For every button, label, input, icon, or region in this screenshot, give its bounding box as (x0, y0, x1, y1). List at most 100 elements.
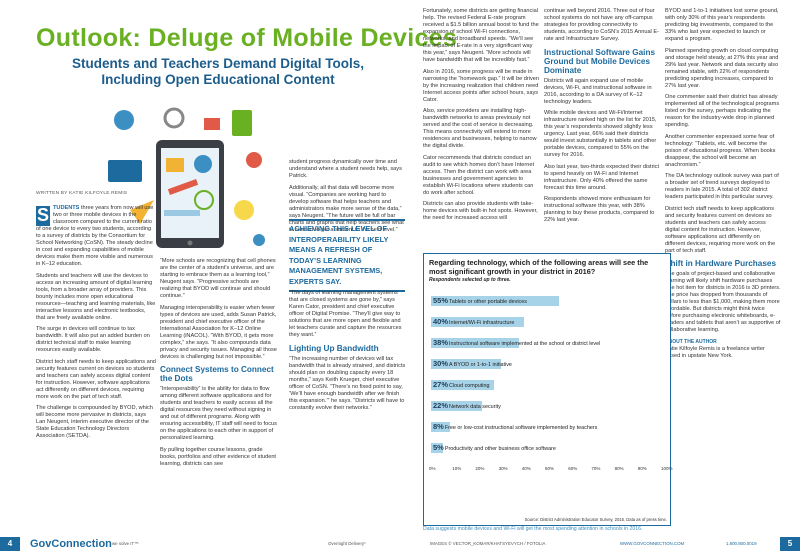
paragraph: Cator recommends that districts conduct … (423, 154, 535, 196)
about-author-heading: ABOUT THE AUTHOR (665, 338, 717, 345)
lightbulb-icon (234, 200, 254, 220)
chart-source: Source: District Administration Educator… (524, 517, 667, 522)
ruler-icon (164, 210, 200, 216)
column-3-top: student progress dynamically over time a… (289, 159, 407, 238)
paragraph: Managing interoperability is easier when… (160, 304, 277, 360)
chart-value-label: 40% (433, 317, 449, 326)
overnight-delivery: Overnight Delivery* (328, 541, 366, 546)
chart-tick-label: 60% (568, 466, 578, 471)
chart-bar-label: 8%Free or low-cost instructional softwar… (433, 422, 598, 431)
section-heading: Instructional Software Gains Ground but … (544, 47, 656, 75)
paragraph: By pulling together course lessons, grad… (160, 446, 276, 467)
byline: WRITTEN BY KATIE KILFOYLE REMIS (36, 191, 128, 196)
chart-bar-label: 30%A BYOD or 1-to-1 initiative (433, 359, 512, 368)
chart-tick-label: 30% (498, 466, 508, 471)
column-4: Fortunately, some districts are getting … (423, 8, 541, 227)
chart-value-label: 38% (433, 338, 449, 347)
chart-caption: Data suggests mobile devices and Wi-Fi w… (423, 526, 643, 532)
paragraph: BYOD and 1-to-1 initiatives lost some gr… (665, 8, 779, 42)
page-number-right: 5 (780, 537, 800, 551)
paragraph: “The increasing number of devices will t… (289, 355, 406, 411)
paragraph: Districts can also provide students with… (423, 201, 538, 221)
phone-home-button (187, 240, 193, 246)
chart-value-label: 27% (433, 380, 449, 389)
paragraph: Fortunately, some districts are getting … (423, 8, 539, 63)
paragraph: Also in 2016, some progress will be made… (423, 68, 539, 103)
paragraph: Planned spending growth on cloud computi… (665, 47, 779, 89)
paragraph-text: three years from now will use two or thr… (36, 205, 154, 267)
chart-bar (431, 401, 483, 411)
globe-icon (194, 155, 212, 173)
paragraph: S TUDENTS three years from now will use t… (36, 205, 156, 268)
chart-icon (253, 234, 265, 246)
chart-tick-label: 90% (637, 466, 647, 471)
chart-tick-label: 70% (591, 466, 601, 471)
paragraph: Another commenter expressed some fear of… (665, 133, 776, 168)
chart-bar (431, 359, 501, 369)
pull-quote: Achieving this level of interoperability… (289, 219, 405, 292)
govconnection-logo: GovConnection (30, 538, 112, 550)
paragraph: “The days of learning management systems… (289, 290, 402, 338)
column-5: continue well beyond 2016. Three out of … (544, 8, 660, 229)
image-credit: IMAGES © VECTOR_KOMAR/KHATSYEVYCH / FOTO… (430, 541, 546, 546)
phone-number: 1.800.800.0019 (726, 541, 757, 546)
paragraph: Districts will again expand use of mobil… (544, 77, 652, 105)
chart-title: Regarding technology, which of the follo… (429, 258, 649, 276)
tagline: we solve IT™ (112, 541, 139, 546)
section-heading: Connect Systems to Connect the Dots (160, 365, 274, 383)
chart-tick-label: 40% (521, 466, 531, 471)
chart-value-label: 55% (433, 296, 449, 305)
paragraph: Respondents showed more enthusiasm for i… (544, 196, 655, 223)
page-number-left: 4 (0, 537, 20, 551)
chart-bar-label: 40%Internet/Wi-Fi infrastructure (433, 317, 515, 326)
pencil-icon (167, 179, 199, 195)
paragraph: student progress dynamically over time a… (289, 159, 402, 179)
chart-tick-label: 20% (475, 466, 485, 471)
column-6: BYOD and 1-to-1 initiatives lost some gr… (665, 8, 781, 364)
chart-bar (431, 338, 520, 348)
atom-icon (194, 190, 214, 210)
column-2: “More schools are recognizing that cell … (160, 258, 280, 472)
chart-bar (431, 380, 494, 390)
paragraph: The DA technology outlook survey was par… (665, 173, 779, 200)
paragraph: continue well beyond 2016. Three out of … (544, 8, 659, 42)
chart-tick-label: 50% (545, 466, 555, 471)
chart-bar-label: 27%Cloud computing (433, 380, 490, 389)
paragraph: “More schools are recognizing that cell … (160, 258, 276, 299)
chart-tick-label: 80% (614, 466, 624, 471)
page-subtitle: Students and Teachers Demand Digital Too… (71, 56, 365, 87)
paragraph: Also last year, two-thirds expected thei… (544, 163, 660, 191)
laptop-icon (108, 160, 142, 182)
paragraph: “Interoperability” is the ability for da… (160, 386, 277, 441)
section-heading: Lighting Up Bandwidth (289, 343, 379, 353)
paragraph: District tech staff needs to keep applic… (665, 205, 776, 254)
column-1: S TUDENTS three years from now will use t… (36, 205, 156, 445)
calculator-icon (232, 110, 252, 136)
ebook-icon (204, 118, 220, 130)
chart-bar (431, 443, 443, 453)
chart-value-label: 5% (433, 443, 444, 452)
paper-plane-icon (130, 200, 154, 224)
gear-icon (163, 107, 185, 129)
chart-bar (431, 317, 524, 327)
website-link[interactable]: WWW.GOVCONNECTION.COM (620, 541, 685, 546)
paragraph: Additionally, all that data will become … (289, 184, 404, 233)
chart-value-label: 8% (433, 422, 444, 431)
chart-tick-label: 10% (452, 466, 462, 471)
chart-tick-label: 0% (429, 466, 436, 471)
paragraph: The surge in devices will continue to ta… (36, 326, 150, 353)
paragraph: District tech staff needs to keep applic… (36, 358, 156, 400)
paragraph: Also, service providers are installing h… (423, 108, 537, 149)
paragraph: The goals of project-based and collabora… (665, 271, 781, 333)
bubble-icon-2 (246, 152, 262, 168)
chart-bar-label: 22%Network data security (433, 401, 501, 410)
chart-subtitle: Respondents selected up to three. (429, 277, 511, 283)
column-3-bottom: “The days of learning management systems… (289, 290, 407, 416)
paragraph: One commenter said their district has al… (665, 94, 780, 128)
chart-bar-label: 38%Instructional software implemented at… (433, 338, 601, 347)
paragraph: While mobile devices and Wi-Fi/Internet … (544, 110, 657, 158)
book-icon (166, 158, 184, 172)
survey-chart: Regarding technology, which of the follo… (423, 253, 673, 526)
footer: 4 GovConnection we solve IT™ Overnight D… (0, 537, 800, 551)
chart-value-label: 30% (433, 359, 449, 368)
